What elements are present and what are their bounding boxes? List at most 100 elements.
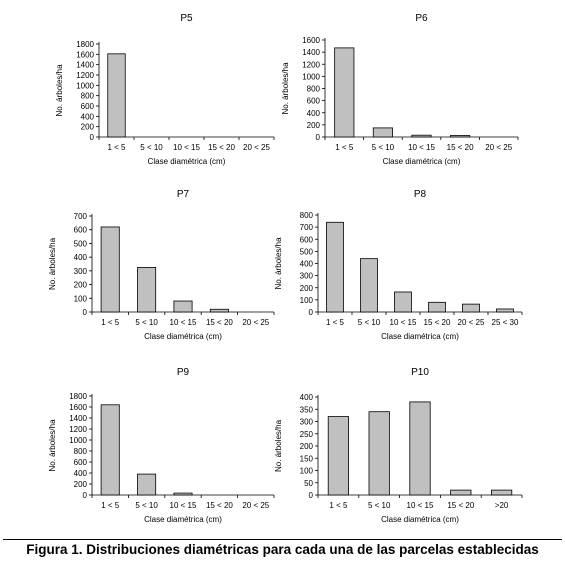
bar [450,489,472,496]
x-tick-label: 15 < 20 [447,143,474,152]
y-tick-label: 600 [74,226,88,235]
x-axis-label: Clase diamétrica (cm) [144,332,222,341]
y-tick-label: 800 [300,211,314,220]
y-tick-label: 800 [74,447,88,456]
y-tick-label: 1400 [69,414,87,423]
bar [327,416,350,496]
x-tick-label: 20 < 25 [458,318,485,327]
y-tick-label: 200 [81,123,95,132]
y-tick-label: 200 [307,121,321,130]
x-tick-label: 5 < 10 [135,318,158,327]
bar [462,303,480,313]
x-tick-label: 15 < 20 [424,318,451,327]
x-tick-label: 20 < 25 [242,501,269,510]
x-tick-label: 15 < 20 [447,501,474,510]
panel-title: P8 [414,189,427,200]
x-tick-label: 10 < 15 [170,318,197,327]
x-tick-label: 10 < 15 [407,501,434,510]
y-tick-label: 0 [309,308,314,317]
y-tick-label: 250 [300,430,314,439]
x-tick-label: 5 < 10 [368,501,391,510]
panel-title: P6 [415,13,428,24]
bar [428,301,446,313]
y-tick-label: 200 [74,480,88,489]
y-tick-label: 200 [300,284,314,293]
y-tick-label: 1800 [76,40,94,49]
y-tick-label: 700 [74,212,88,221]
x-axis-label: Clase diamétrica (cm) [381,332,459,341]
x-tick-label: 1 < 5 [326,318,345,327]
x-tick-label: 1 < 5 [107,143,126,152]
x-axis-label: Clase diamétrica (cm) [148,157,226,166]
bar [450,135,471,138]
x-tick-label: >20 [495,501,509,510]
y-tick-label: 800 [307,85,321,94]
y-tick-label: 600 [74,458,88,467]
bar [137,473,157,496]
y-tick-label: 350 [300,405,314,414]
y-tick-label: 150 [300,454,314,463]
y-tick-label: 1200 [302,60,320,69]
bar [368,411,390,496]
bar [334,47,355,138]
y-tick-label: 400 [300,393,314,402]
x-tick-label: 20 < 25 [242,318,269,327]
x-tick-label: 15 < 20 [206,318,233,327]
panel-title: P10 [411,367,429,378]
x-tick-label: 10 < 15 [170,501,197,510]
x-tick-label: 20 < 25 [243,143,270,152]
x-tick-label: 5 < 10 [372,143,395,152]
x-tick-label: 5 < 10 [140,143,163,152]
y-tick-label: 1800 [69,392,87,401]
y-tick-label: 400 [74,469,88,478]
y-axis-label: No. árboles/ha [48,237,57,290]
y-axis-label: No. árboles/ha [274,237,283,290]
y-tick-label: 200 [74,281,88,290]
bar [360,258,378,313]
y-tick-label: 400 [81,112,95,121]
bar [137,267,157,313]
x-tick-label: 5 < 10 [135,501,158,510]
bar [100,226,120,313]
bar [496,308,514,313]
y-tick-label: 700 [300,223,314,232]
x-tick-label: 5 < 10 [358,318,381,327]
y-axis-label: No. árboles/ha [48,419,57,472]
bar [100,404,120,496]
y-tick-label: 0 [309,491,314,500]
bar [173,300,193,313]
y-tick-label: 1200 [69,425,87,434]
panel-title: P7 [177,189,190,200]
y-tick-label: 400 [74,253,88,262]
y-axis-label: No. árboles/ha [55,64,64,117]
bar [209,308,229,313]
bar [394,291,412,313]
y-tick-label: 1000 [302,72,320,81]
y-tick-label: 600 [300,235,314,244]
y-tick-label: 0 [90,133,95,142]
panel-title: P5 [180,13,193,24]
x-tick-label: 1 < 5 [335,143,354,152]
y-tick-label: 300 [300,418,314,427]
y-tick-label: 1600 [302,36,320,45]
y-tick-label: 1600 [76,50,94,59]
y-tick-label: 1600 [69,403,87,412]
x-tick-label: 10 < 15 [390,318,417,327]
y-tick-label: 1400 [302,48,320,57]
y-tick-label: 600 [81,102,95,111]
y-tick-label: 300 [74,267,88,276]
bar [409,401,431,496]
y-tick-label: 0 [316,133,321,142]
y-tick-label: 200 [300,442,314,451]
x-tick-label: 25 < 30 [492,318,519,327]
x-axis-label: Clase diamétrica (cm) [381,515,459,524]
y-tick-label: 600 [307,97,321,106]
y-axis-label: No. árboles/ha [281,62,290,115]
y-tick-label: 300 [300,272,314,281]
y-tick-label: 500 [300,247,314,256]
x-tick-label: 15 < 20 [208,143,235,152]
y-tick-label: 100 [300,467,314,476]
y-tick-label: 50 [304,479,313,488]
x-tick-label: 1 < 5 [101,501,120,510]
